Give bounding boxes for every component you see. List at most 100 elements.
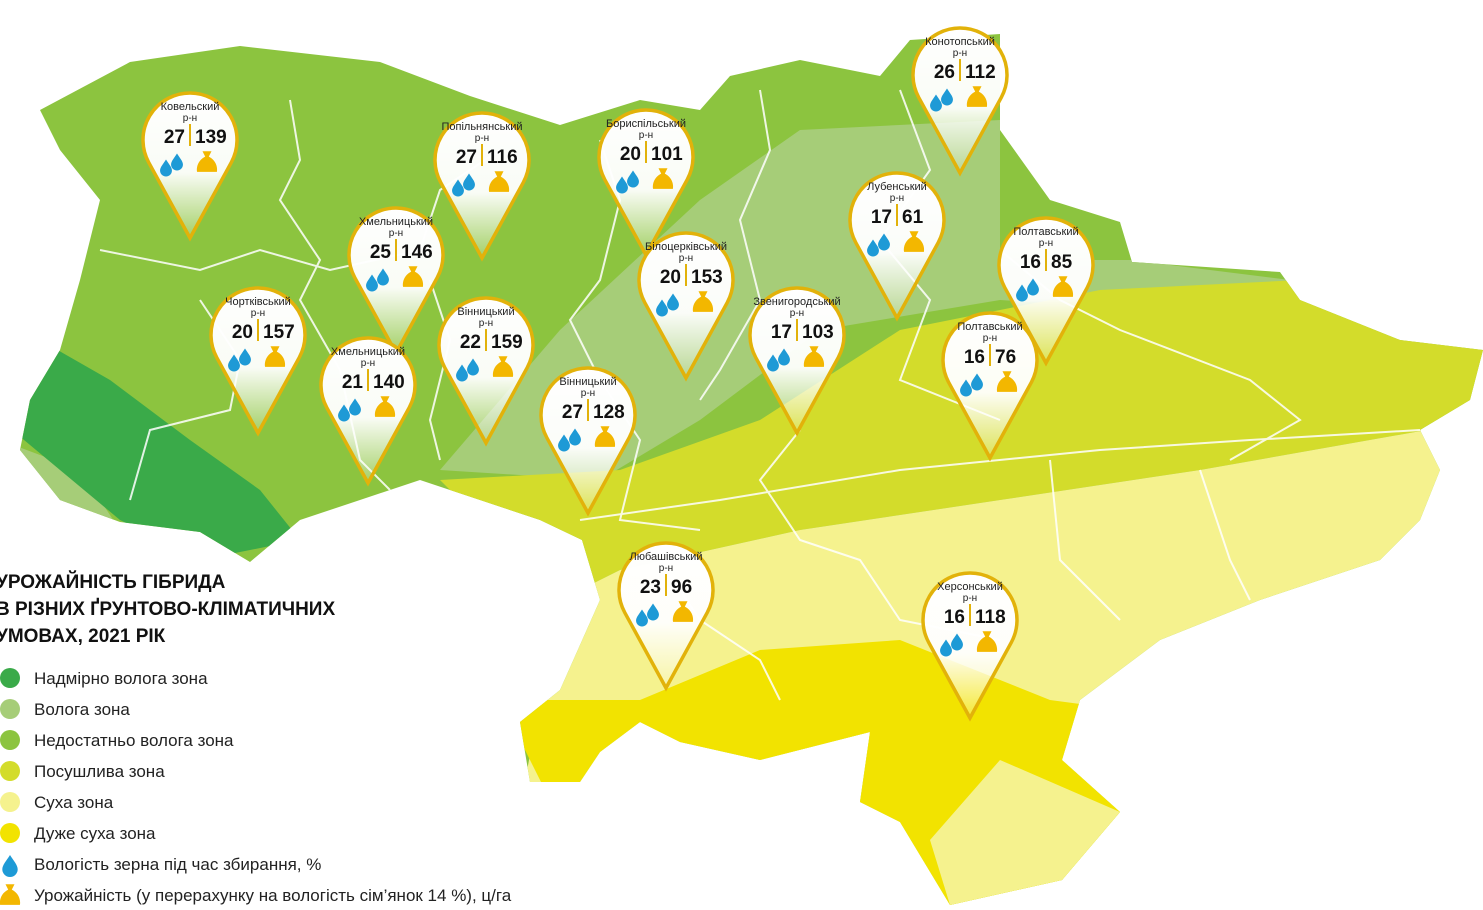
- drop-icon: [867, 239, 879, 257]
- district-name: Любашівський: [630, 551, 703, 563]
- legend-swatch: [0, 668, 20, 688]
- drop-icon: [767, 354, 779, 372]
- district-name: Ковельский: [161, 101, 220, 113]
- zone-area: [440, 120, 1300, 480]
- drop-icon: [656, 299, 668, 317]
- moisture-value: 22: [460, 332, 481, 353]
- pin-shape: [748, 286, 846, 437]
- district-name: Чортківський: [225, 296, 291, 308]
- yield-value: 128: [593, 402, 625, 423]
- pin-shape: [141, 91, 239, 242]
- district-name: Звенигородський: [753, 296, 840, 308]
- moisture-value: 27: [562, 402, 583, 423]
- yield-value: 116: [487, 147, 518, 168]
- bag-icon: [594, 426, 616, 447]
- zone-area: [20, 340, 300, 560]
- drop-icon: [1016, 284, 1028, 302]
- drop-icon: [463, 173, 475, 191]
- moisture-value: 26: [934, 62, 955, 83]
- yield-value: 146: [401, 242, 433, 263]
- drop-icon: [960, 379, 972, 397]
- bag-icon: [196, 151, 218, 172]
- bag-icon: [492, 356, 514, 377]
- pin-shape: [911, 26, 1009, 177]
- drop-icon: [228, 354, 240, 372]
- legend-label: Недостатньо волога зона: [34, 731, 234, 750]
- pin-shape: [539, 366, 637, 517]
- pin-shape: [433, 111, 531, 262]
- drop-icon: [636, 609, 648, 627]
- bag-icon: [692, 291, 714, 312]
- drop-icon: [627, 170, 639, 188]
- yield-value: 140: [373, 372, 405, 393]
- bag-icon: [996, 371, 1018, 392]
- bag-icon: [264, 346, 286, 367]
- zone-area: [930, 760, 1120, 905]
- district-unit: р-н: [389, 228, 403, 239]
- district-name: Херсонський: [937, 581, 1003, 593]
- district-unit: р-н: [581, 388, 595, 399]
- legend-title: УМОВАХ, 2021 РІК: [0, 626, 166, 647]
- district-unit: р-н: [963, 593, 977, 604]
- legend-title: УРОЖАЙНІСТЬ ГІБРИДА: [0, 571, 226, 593]
- pin-shape: [848, 171, 946, 322]
- drop-icon: [878, 233, 890, 251]
- district-unit: р-н: [1039, 238, 1053, 249]
- moisture-value: 25: [370, 242, 392, 263]
- legend-label: Волога зона: [34, 700, 130, 719]
- yield-value: 85: [1051, 252, 1073, 273]
- drop-icon: [366, 274, 378, 292]
- bag-icon: [903, 231, 925, 252]
- yield-value: 153: [691, 267, 723, 288]
- drop-icon: [971, 373, 983, 391]
- drop-icon: [616, 176, 628, 194]
- district-unit: р-н: [890, 193, 904, 204]
- drop-icon: [160, 159, 172, 177]
- drop-icon: [349, 398, 361, 416]
- bag-icon: [0, 884, 21, 905]
- legend-swatch: [0, 792, 20, 812]
- bag-icon: [803, 346, 825, 367]
- district-name: Білоцерківський: [645, 241, 727, 253]
- drop-icon: [569, 428, 581, 446]
- yield-value: 103: [802, 322, 834, 343]
- pin-shape: [637, 231, 735, 382]
- moisture-value: 16: [964, 347, 985, 368]
- bag-icon: [374, 396, 396, 417]
- legend-label: Надмірно волога зона: [34, 669, 208, 688]
- pin-shape: [319, 336, 417, 487]
- district-unit: р-н: [479, 318, 493, 329]
- legend: УРОЖАЙНІСТЬ ГІБРИДА В РІЗНИХ ҐРУНТОВО-КЛІ…: [0, 571, 512, 905]
- district-unit: р-н: [659, 563, 673, 574]
- legend-label: Урожайність (у перерахунку на вологість …: [34, 886, 512, 905]
- bag-icon: [402, 266, 424, 287]
- pin-shape: [437, 296, 535, 447]
- drop-icon: [667, 293, 679, 311]
- drop-icon: [239, 348, 251, 366]
- district-unit: р-н: [361, 358, 375, 369]
- legend-title: В РІЗНИХ ҐРУНТОВО-КЛІМАТИЧНИХ: [0, 598, 335, 620]
- district-name: Вінницький: [559, 376, 616, 388]
- district-unit: р-н: [983, 333, 997, 344]
- drop-icon: [1027, 278, 1039, 296]
- pin-shape: [997, 216, 1095, 367]
- district-unit: р-н: [639, 130, 653, 141]
- bag-icon: [652, 168, 674, 189]
- drop-icon: [778, 348, 790, 366]
- moisture-value: 21: [342, 372, 364, 393]
- district-name: Вінницький: [457, 306, 514, 318]
- bag-icon: [672, 601, 694, 622]
